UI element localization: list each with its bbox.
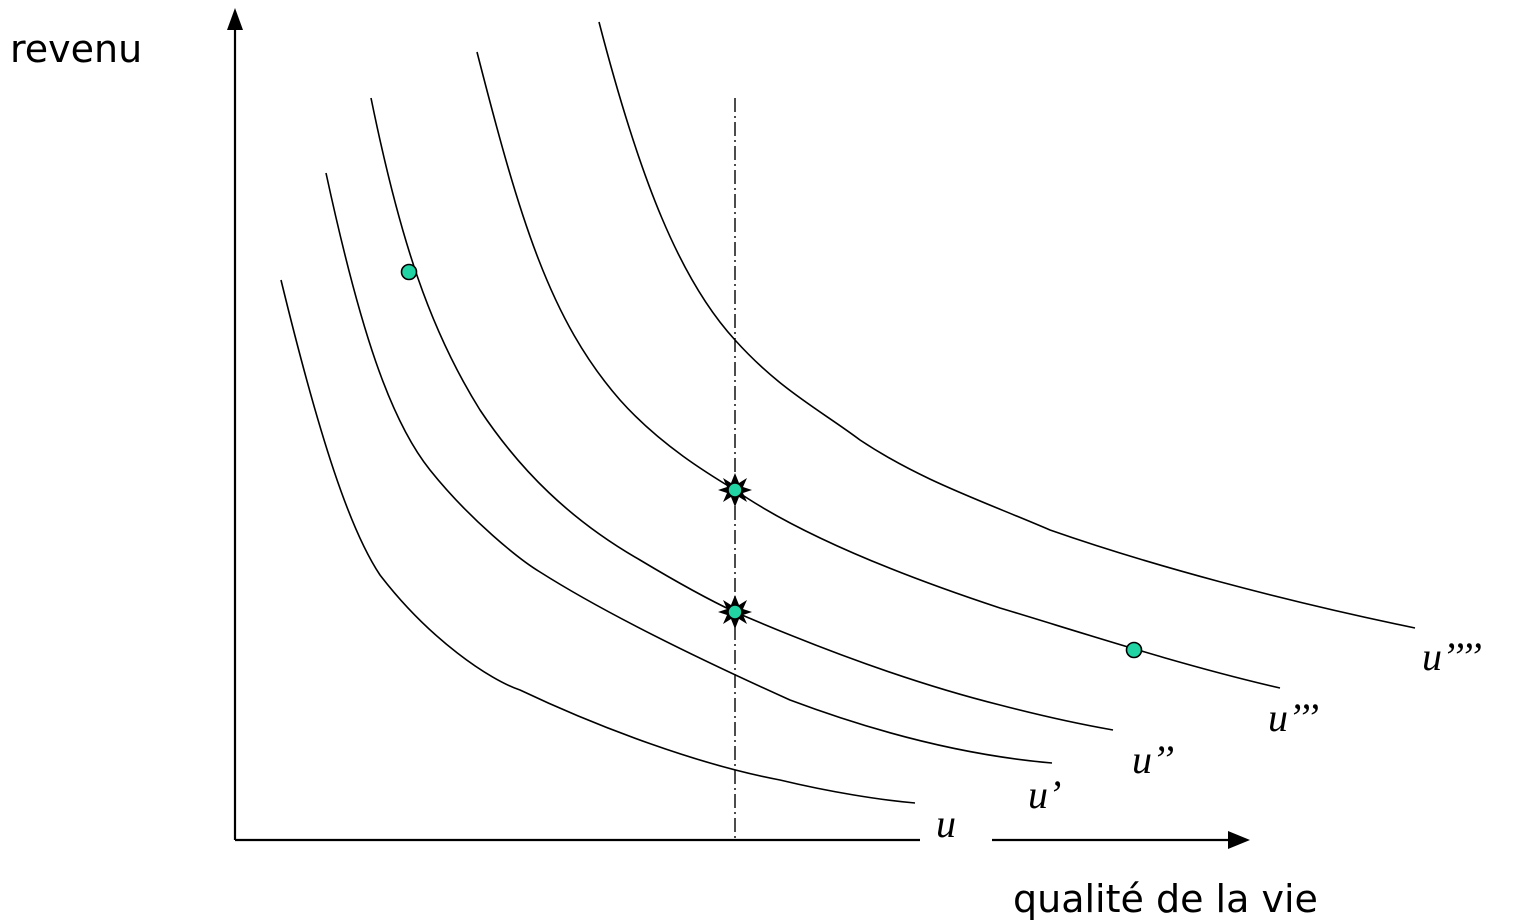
y-axis-label: revenu [10, 27, 142, 71]
curve-u1 [325, 172, 1053, 764]
highlight-point-upper [718, 473, 752, 507]
y-axis-arrow-icon [227, 8, 243, 30]
x-axis-arrow-icon [1228, 831, 1250, 849]
curve-label-u4: u’’’’ [1422, 634, 1482, 679]
curve-u [280, 279, 916, 804]
curve-u2 [370, 97, 1114, 731]
point-left [400, 263, 418, 281]
curve-label-u3: u’’’ [1268, 695, 1319, 740]
curve-label-u1: u’ [1028, 772, 1061, 817]
curve-u4 [598, 21, 1416, 629]
curve-label-u: u [936, 801, 956, 846]
highlight-point-lower [718, 595, 752, 629]
curve-u3 [476, 51, 1281, 689]
point-right [1125, 641, 1143, 659]
curve-label-u2: u’’ [1132, 737, 1174, 782]
x-axis-label: qualité de la vie [1013, 877, 1318, 921]
